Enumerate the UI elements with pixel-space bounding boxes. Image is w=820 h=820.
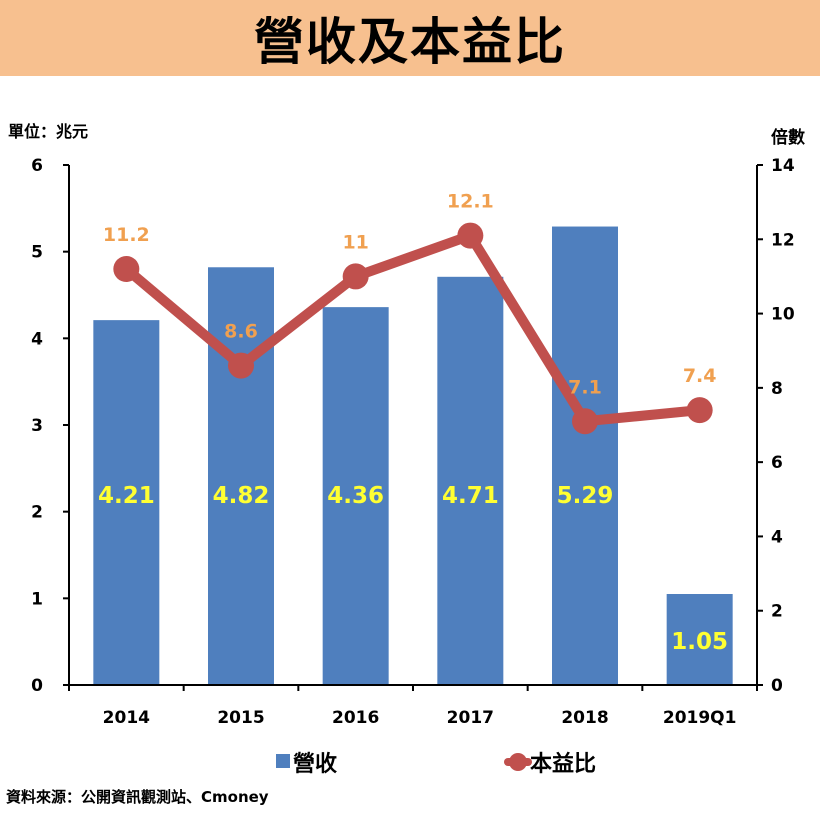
x-tick-label: 2016 xyxy=(332,708,379,728)
y-left-tick-label: 5 xyxy=(31,243,43,263)
legend-label-revenue: 營收 xyxy=(293,751,337,777)
legend-swatch-pe-marker xyxy=(509,753,527,771)
y-right-tick-label: 4 xyxy=(771,527,783,547)
bar-data-label: 4.36 xyxy=(327,483,384,509)
bar-revenue-2014 xyxy=(93,320,160,685)
line-data-label: 7.1 xyxy=(568,376,602,398)
bar-data-label: 1.05 xyxy=(671,629,728,655)
x-tick-label: 2015 xyxy=(217,708,264,728)
legend-label-pe: 本益比 xyxy=(530,751,596,777)
x-tick-label: 2017 xyxy=(447,708,494,728)
y-left-axis-label: 單位：兆元 xyxy=(8,122,88,141)
bar-revenue-2015 xyxy=(208,267,274,685)
y-right-tick-label: 12 xyxy=(771,230,795,250)
y-right-tick-label: 14 xyxy=(771,156,795,176)
y-right-axis-label: 倍數 xyxy=(771,127,805,148)
bar-data-label: 4.71 xyxy=(442,483,499,509)
y-left-tick-label: 1 xyxy=(31,589,43,609)
chart-title: 營收及本益比 xyxy=(254,13,566,71)
point-pe-2016 xyxy=(342,263,369,290)
bar-data-label: 4.82 xyxy=(213,483,270,509)
y-left-tick-label: 3 xyxy=(31,416,43,436)
y-right-tick-label: 10 xyxy=(771,305,795,325)
line-data-label: 8.6 xyxy=(224,321,258,343)
x-tick-label: 2019Q1 xyxy=(663,708,737,728)
x-tick-label: 2018 xyxy=(561,708,608,728)
y-right-tick-label: 2 xyxy=(771,602,783,622)
line-data-label: 7.4 xyxy=(683,365,717,387)
line-data-label: 11 xyxy=(342,231,368,253)
source-note: 資料來源：公開資訊觀測站、Cmoney xyxy=(6,788,269,806)
point-pe-2015 xyxy=(228,352,254,379)
point-pe-2017 xyxy=(457,222,484,249)
point-pe-2014 xyxy=(113,256,140,282)
bar-data-label: 5.29 xyxy=(557,483,614,509)
x-tick-label: 2014 xyxy=(103,708,150,728)
y-right-tick-label: 8 xyxy=(771,379,783,399)
bar-revenue-2018 xyxy=(552,226,618,686)
y-right-tick-label: 0 xyxy=(771,676,783,696)
bar-revenue-2016 xyxy=(322,307,389,685)
y-right-tick-label: 6 xyxy=(771,453,783,473)
point-pe-2019Q1 xyxy=(686,397,713,424)
y-left-tick-label: 0 xyxy=(31,676,43,696)
line-data-label: 11.2 xyxy=(103,224,150,246)
point-pe-2018 xyxy=(572,408,598,435)
bar-revenue-2017 xyxy=(437,276,504,685)
title-bar: 營收及本益比 xyxy=(0,0,820,76)
bar-revenue-2019Q1 xyxy=(666,594,733,685)
line-pe-ratio xyxy=(121,230,705,427)
legend-swatch-revenue xyxy=(276,754,290,768)
y-left-tick-label: 6 xyxy=(31,156,43,176)
y-left-tick-label: 4 xyxy=(31,329,43,349)
bar-data-label: 4.21 xyxy=(98,483,155,509)
y-left-tick-label: 2 xyxy=(31,503,43,523)
line-data-label: 12.1 xyxy=(447,191,494,213)
